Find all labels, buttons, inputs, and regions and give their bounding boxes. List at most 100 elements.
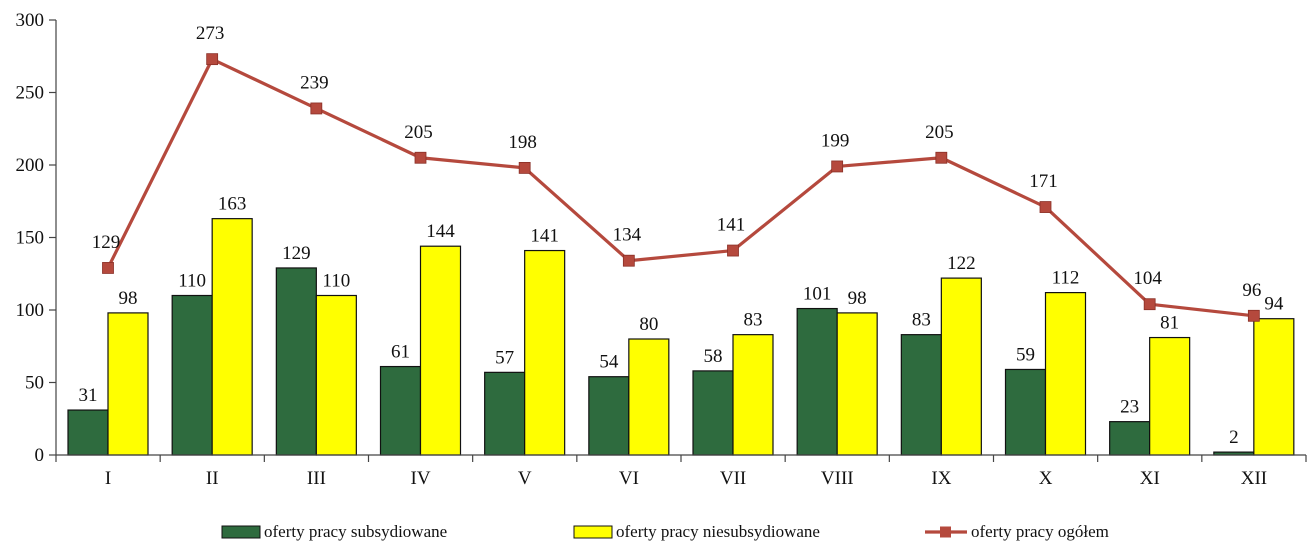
- bar-unsubsidized: [1149, 336, 1191, 456]
- x-tick-label: II: [206, 468, 219, 489]
- data-labels: 31 98 110 163 129 110 61 144 57 141 54 80 58 83 101 98 8…: [79, 23, 1284, 448]
- y-tick-label: 150: [16, 228, 45, 249]
- total-point: [414, 151, 427, 164]
- total-point: [622, 254, 635, 267]
- y-tick-label: 300: [16, 10, 45, 31]
- bars: [67, 218, 1295, 456]
- bar-subsidized: [1109, 421, 1151, 456]
- bar-unsubsidized: [419, 245, 462, 456]
- x-tick-label: IX: [931, 468, 951, 489]
- bar-value-label: 23: [1120, 397, 1139, 418]
- bar-unsubsidized: [732, 334, 774, 456]
- bar-subsidized: [1004, 368, 1047, 456]
- y-tick-label: 250: [16, 83, 45, 104]
- legend-label: oferty pracy ogółem: [971, 522, 1109, 541]
- legend-swatch: [573, 525, 613, 539]
- x-axis: I II III IV V VI VII VIII IX X XI XII: [55, 454, 1307, 489]
- x-tick-label: VI: [619, 468, 639, 489]
- total-value-label: 205: [925, 122, 954, 143]
- bar-subsidized: [484, 371, 526, 456]
- total-value-label: 198: [508, 132, 537, 153]
- bar-value-label: 58: [704, 346, 723, 367]
- total-value-label: 205: [404, 122, 433, 143]
- bar-subsidized: [588, 376, 630, 456]
- bar-value-label: 59: [1016, 344, 1035, 365]
- x-tick-label: VII: [720, 468, 746, 489]
- total-line: [102, 53, 1260, 322]
- bar-value-label: 112: [1052, 268, 1080, 289]
- bar-value-label: 98: [848, 288, 867, 309]
- total-value-label: 104: [1133, 268, 1162, 289]
- bar-value-label: 144: [426, 221, 455, 242]
- y-axis: 0 50 100 150 200 250 300: [16, 10, 57, 466]
- x-tick-label: XII: [1241, 468, 1267, 489]
- total-point: [102, 262, 114, 274]
- bar-subsidized: [379, 365, 422, 456]
- y-tick-label: 200: [16, 155, 45, 176]
- bar-value-label: 163: [218, 194, 247, 215]
- bar-subsidized: [67, 409, 109, 456]
- bar-unsubsidized: [315, 294, 357, 456]
- bar-value-label: 57: [495, 347, 514, 368]
- legend-marker: [940, 526, 951, 538]
- total-value-label: 134: [613, 225, 642, 246]
- bar-value-label: 83: [744, 310, 763, 331]
- total-line-path: [106, 57, 1255, 318]
- bar-value-label: 83: [912, 310, 931, 331]
- bar-subsidized: [275, 267, 317, 456]
- bar-unsubsidized: [107, 312, 149, 456]
- bar-value-label: 110: [178, 271, 206, 292]
- total-point: [831, 160, 844, 173]
- bar-subsidized: [171, 294, 213, 456]
- bar-subsidized: [692, 370, 734, 456]
- bar-value-label: 129: [282, 243, 311, 264]
- bar-subsidized: [900, 334, 942, 456]
- x-tick-label: IV: [411, 468, 431, 489]
- bar-value-label: 110: [322, 271, 350, 292]
- total-value-label: 141: [717, 215, 746, 236]
- total-point: [727, 244, 739, 257]
- bar-value-label: 141: [530, 226, 559, 247]
- bar-unsubsidized: [524, 249, 566, 456]
- bar-unsubsidized: [211, 218, 253, 456]
- bar-value-label: 61: [391, 342, 410, 363]
- total-value-label: 199: [821, 130, 850, 151]
- total-value-label: 96: [1242, 280, 1261, 301]
- total-value-label: 239: [300, 72, 329, 93]
- bar-value-label: 2: [1229, 427, 1239, 448]
- total-point: [206, 53, 219, 66]
- x-tick-label: X: [1039, 468, 1053, 489]
- x-tick-label: XI: [1140, 468, 1160, 489]
- x-tick-label: I: [105, 468, 111, 489]
- total-point: [1143, 298, 1156, 311]
- legend-swatch: [221, 525, 261, 539]
- y-tick-label: 50: [25, 373, 44, 394]
- bar-value-label: 54: [599, 352, 619, 373]
- bar-unsubsidized: [1253, 318, 1295, 456]
- bar-value-label: 101: [803, 284, 832, 305]
- total-value-label: 171: [1029, 171, 1058, 192]
- bar-unsubsidized: [1044, 292, 1087, 456]
- total-point: [935, 151, 948, 164]
- bar-unsubsidized: [628, 338, 670, 456]
- total-point: [518, 161, 531, 174]
- x-tick-label: III: [307, 468, 326, 489]
- bar-unsubsidized: [940, 277, 982, 456]
- total-point: [1039, 201, 1052, 213]
- total-value-label: 129: [92, 232, 121, 253]
- legend-label: oferty pracy subsydiowane: [264, 522, 447, 541]
- bar-unsubsidized: [836, 312, 878, 456]
- total-value-label: 273: [196, 23, 225, 44]
- x-tick-label: V: [518, 468, 532, 489]
- total-point: [310, 102, 323, 115]
- x-tick-label: VIII: [821, 468, 854, 489]
- total-point: [1247, 309, 1260, 322]
- y-tick-label: 100: [16, 300, 45, 321]
- bar-subsidized: [796, 307, 838, 456]
- bar-value-label: 80: [639, 314, 658, 335]
- bar-value-label: 94: [1264, 294, 1284, 315]
- bar-value-label: 31: [79, 385, 98, 406]
- bar-value-label: 122: [947, 253, 976, 274]
- y-tick-label: 0: [35, 445, 45, 466]
